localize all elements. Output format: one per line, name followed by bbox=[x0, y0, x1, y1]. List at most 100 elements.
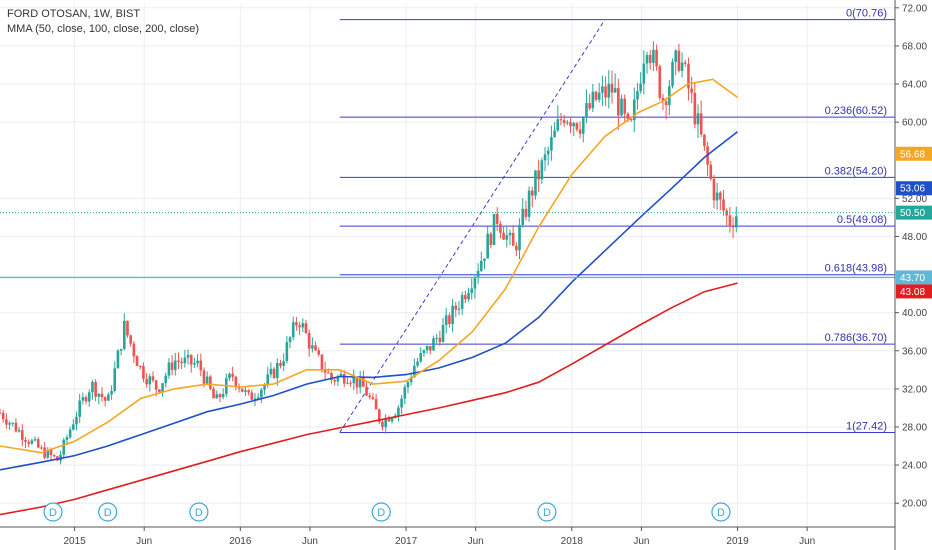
candle-body bbox=[448, 315, 451, 324]
time-axis[interactable]: 2015 Jun 2016 Jun 2017 Jun 2018 Jun 2019 Jun bbox=[63, 527, 815, 547]
candle-body bbox=[613, 88, 617, 93]
candle-body bbox=[699, 113, 703, 135]
candle-body bbox=[145, 379, 148, 385]
candle-body bbox=[572, 123, 576, 127]
chart-grid bbox=[0, 4, 895, 527]
candle-body bbox=[218, 394, 222, 398]
candle-body bbox=[193, 363, 196, 365]
candle-body bbox=[677, 50, 681, 71]
candle-body bbox=[142, 366, 145, 380]
candle-body bbox=[355, 376, 359, 388]
time-tick-label: Jun bbox=[136, 536, 152, 547]
candle-body bbox=[569, 122, 572, 127]
candle-body bbox=[202, 370, 206, 384]
candle-body bbox=[511, 232, 515, 246]
fib-level-label: 0(70.76) bbox=[846, 8, 887, 20]
candle-body bbox=[323, 369, 327, 373]
dividend-marker[interactable] bbox=[371, 502, 391, 522]
dividend-marker[interactable] bbox=[537, 502, 557, 522]
candle-body bbox=[591, 91, 595, 109]
candle-body bbox=[24, 439, 27, 442]
price-tick-label: 64.00 bbox=[902, 80, 927, 91]
candle-body bbox=[508, 232, 512, 236]
candle-body bbox=[502, 232, 505, 240]
candle-body bbox=[479, 260, 483, 271]
candle-body bbox=[97, 393, 101, 397]
candle-body bbox=[594, 91, 598, 100]
candle-body bbox=[87, 392, 91, 402]
candle-body bbox=[253, 398, 257, 400]
candle-body bbox=[209, 376, 212, 389]
candle-body bbox=[680, 62, 684, 71]
fib-level-label: 0.382(54.20) bbox=[825, 165, 887, 177]
candle-body bbox=[719, 192, 722, 200]
candle-body bbox=[40, 447, 43, 449]
time-tick-label: Jun bbox=[633, 536, 649, 547]
dividend-marker[interactable] bbox=[711, 502, 731, 522]
fibonacci-retracement[interactable]: 0(70.76) 0.236(60.52) 0.382(54.20) 0.5(49.0… bbox=[339, 8, 895, 433]
candle-body bbox=[527, 190, 531, 217]
candle-body bbox=[307, 333, 311, 349]
symbol-title[interactable]: FORD OTOSAN, 1W, BIST bbox=[7, 8, 141, 20]
candle-body bbox=[320, 354, 324, 370]
candle-body bbox=[403, 387, 407, 399]
candle-body bbox=[441, 324, 445, 342]
candle-body bbox=[499, 223, 502, 233]
candle-body bbox=[256, 397, 260, 399]
dividend-marker[interactable] bbox=[43, 502, 63, 522]
price-tick-label: 36.00 bbox=[902, 346, 927, 357]
candle-body bbox=[632, 99, 636, 121]
dividend-marker[interactable] bbox=[98, 502, 118, 522]
price-tag-label: 43.70 bbox=[900, 273, 925, 284]
candle-body bbox=[72, 424, 75, 430]
candle-body bbox=[652, 49, 655, 63]
candle-body bbox=[674, 50, 678, 62]
price-tick-label: 20.00 bbox=[902, 499, 927, 510]
time-tick-label: 2015 bbox=[63, 536, 86, 547]
trend-line[interactable] bbox=[339, 19, 606, 433]
trend-line-dashed bbox=[339, 19, 606, 433]
candle-body bbox=[234, 376, 238, 387]
candle-body bbox=[620, 98, 623, 116]
candle-body bbox=[30, 440, 34, 444]
candle-body bbox=[110, 390, 113, 395]
chart-axes bbox=[0, 0, 896, 550]
candle-body bbox=[164, 375, 168, 384]
candle-body bbox=[377, 409, 381, 422]
candle-body bbox=[275, 363, 279, 378]
dividend-marker[interactable] bbox=[189, 502, 209, 522]
candle-body bbox=[17, 430, 21, 432]
candle-body bbox=[196, 360, 199, 364]
candle-body bbox=[349, 382, 352, 384]
candle-body bbox=[601, 86, 604, 93]
candle-body bbox=[78, 400, 81, 417]
candle-body bbox=[362, 377, 365, 387]
candle-body bbox=[467, 293, 470, 300]
candle-body bbox=[298, 325, 301, 328]
candle-body bbox=[1, 412, 5, 420]
candle-body bbox=[428, 345, 432, 351]
indicator-label[interactable]: MMA (50, close, 100, close, 200, close) bbox=[7, 23, 199, 35]
candle-body bbox=[346, 382, 349, 384]
candle-body bbox=[543, 154, 547, 161]
candle-body bbox=[661, 97, 665, 102]
candle-body bbox=[642, 63, 646, 84]
candle-body bbox=[534, 170, 537, 196]
ma100-line bbox=[0, 131, 738, 471]
candle-body bbox=[371, 397, 375, 400]
candle-body bbox=[5, 419, 8, 425]
price-axis[interactable]: 20.00 24.00 28.00 32.00 36.00 40.00 48.00 52.00… bbox=[895, 3, 927, 510]
candle-body bbox=[550, 137, 553, 151]
candle-body bbox=[100, 393, 104, 398]
candle-body bbox=[416, 361, 419, 366]
candle-body bbox=[84, 397, 88, 402]
candle-body bbox=[91, 381, 94, 393]
time-tick-label: 2019 bbox=[726, 536, 749, 547]
candle-body bbox=[199, 360, 203, 371]
candle-body bbox=[358, 377, 362, 388]
candle-body bbox=[575, 123, 579, 130]
candle-body bbox=[123, 320, 126, 349]
candle-body bbox=[0, 412, 2, 414]
